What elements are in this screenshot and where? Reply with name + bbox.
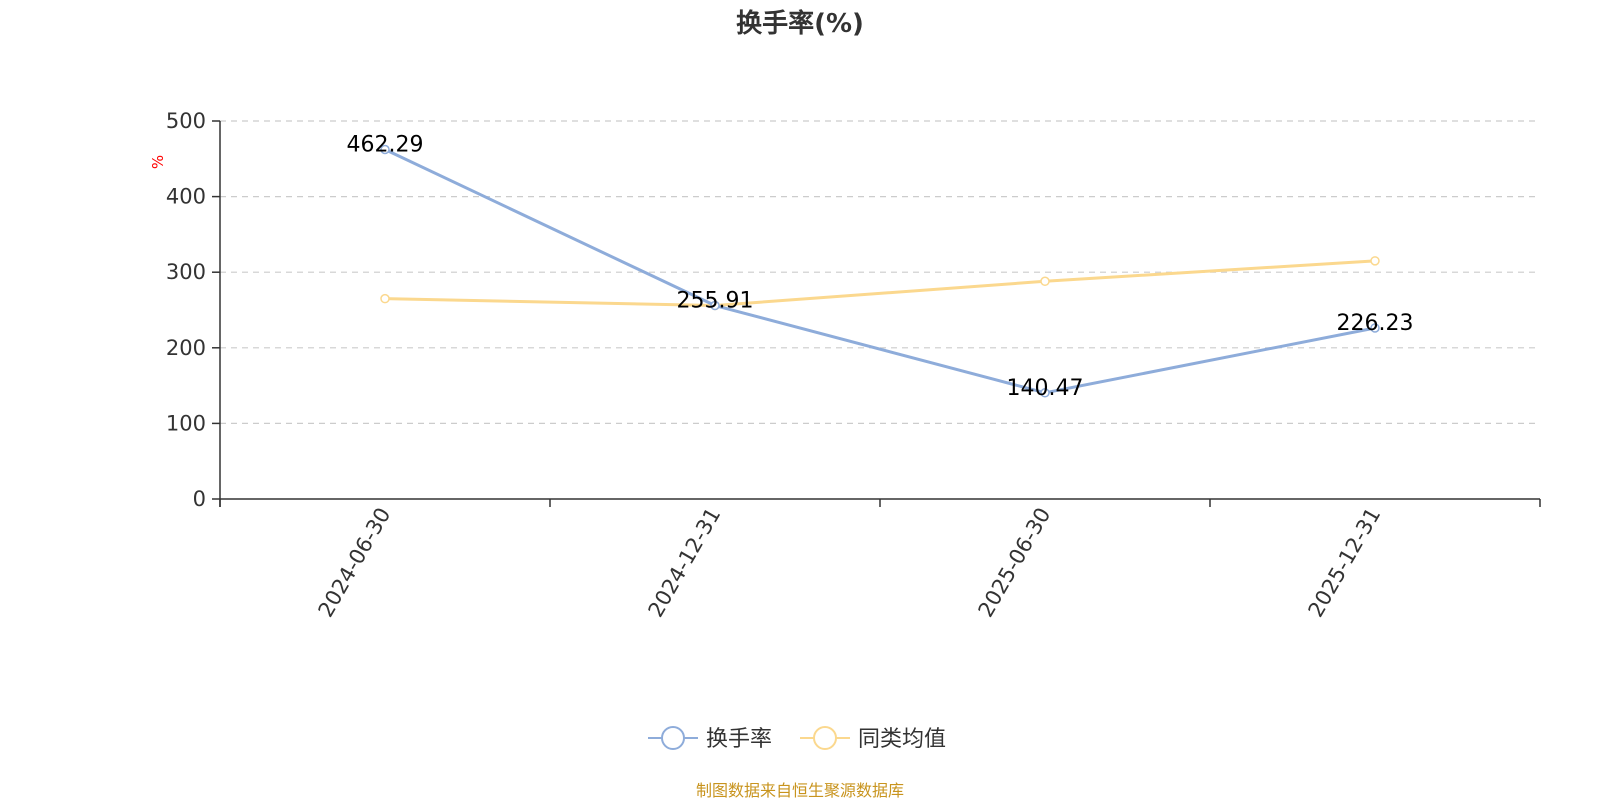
grid-lines	[220, 120, 1540, 424]
x-tick-label: 2025-12-31	[1304, 504, 1386, 622]
y-tick-label: 0	[193, 487, 206, 511]
data-label: 255.91	[677, 289, 754, 314]
y-tick-label: 400	[166, 185, 206, 209]
data-point	[1040, 388, 1050, 398]
x-tick-label: 2024-06-30	[314, 504, 396, 622]
series-line	[384, 148, 1376, 395]
y-axis-unit: %	[149, 155, 167, 169]
legend-item[interactable]: 换手率	[648, 726, 772, 752]
source-note: 制图数据来自恒生聚源数据库	[696, 781, 904, 800]
axes: 0 100 200 300 400 500 2024-06-30 2024-12-31 2025…	[166, 109, 1541, 622]
chart-title: 换手率(%)	[736, 8, 864, 39]
legend[interactable]: 换手率 同类均值	[648, 726, 946, 752]
data-point	[1370, 323, 1380, 333]
y-tick-label: 500	[166, 109, 206, 133]
y-tick-label: 100	[166, 411, 206, 435]
series-lines	[380, 144, 1380, 398]
data-label: 462.29	[347, 133, 424, 158]
y-tick-label: 200	[166, 336, 206, 360]
data-point	[710, 300, 720, 311]
legend-marker-icon	[661, 726, 685, 750]
legend-label: 同类均值	[858, 727, 946, 752]
y-tick-label: 300	[166, 260, 206, 284]
data-label: 226.23	[1337, 311, 1414, 336]
data-labels: 462.29 255.91 140.47 226.23	[347, 133, 1414, 401]
data-point	[1370, 256, 1380, 266]
data-label: 140.47	[1007, 376, 1084, 401]
data-point	[1040, 276, 1050, 287]
legend-label: 换手率	[706, 727, 772, 752]
x-tick-label: 2024-12-31	[644, 504, 726, 622]
series-line	[384, 259, 1376, 307]
x-tick-label: 2025-06-30	[974, 504, 1056, 622]
data-point	[380, 293, 390, 304]
legend-marker-icon	[813, 726, 837, 750]
data-point	[380, 144, 390, 155]
legend-item[interactable]: 同类均值	[800, 726, 946, 752]
